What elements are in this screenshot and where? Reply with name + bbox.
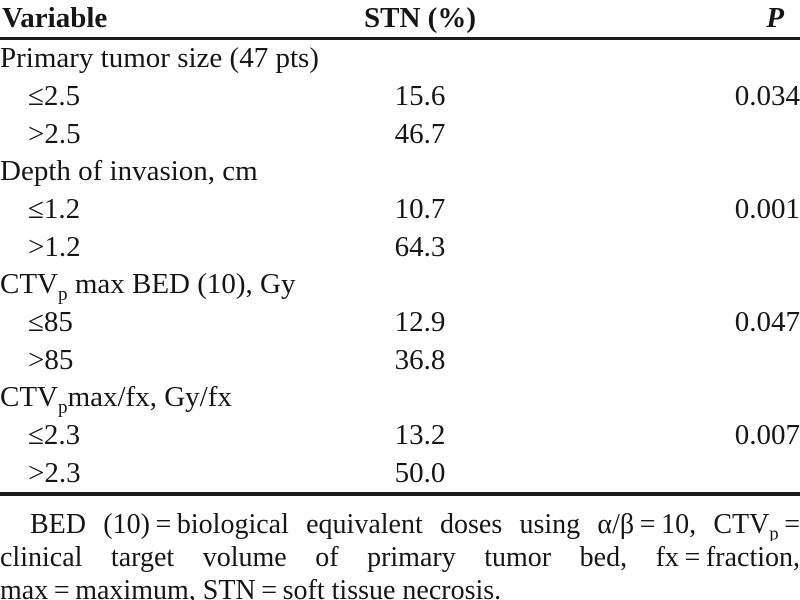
variable-level-label: ≤2.3 (28, 418, 81, 451)
variable-level-label: >1.2 (28, 230, 81, 263)
footnote-line-3: max = maximum, STN = soft tissue necrosi… (0, 575, 502, 600)
variable-group-label: CTVpmax/fx, Gy/fx (0, 381, 232, 417)
column-header-variable: Variable (2, 2, 108, 34)
p-value (500, 454, 800, 492)
table-footnote: BED (10) = biological equivalent doses u… (0, 508, 800, 600)
results-table: Primary tumor size (47 pts) ≤2.5 15.6 0.… (0, 40, 800, 492)
variable-group-label: Primary tumor size (47 pts) (0, 42, 319, 75)
p-value (500, 40, 800, 78)
p-value: 0.007 (734, 418, 800, 451)
variable-level-row: ≤1.2 10.7 0.001 (0, 191, 800, 229)
variable-group-row: Primary tumor size (47 pts) (0, 40, 800, 78)
footnote-line-1: BED (10) = biological equivalent doses u… (0, 508, 800, 541)
column-header-stn: STN (%) (364, 2, 476, 34)
stn-value: 50.0 (394, 456, 446, 489)
column-header-p: P (766, 2, 784, 34)
variable-level-row: >2.3 50.0 (0, 454, 800, 492)
variable-level-label: ≤1.2 (28, 192, 81, 225)
stn-value (340, 153, 500, 191)
p-value (500, 228, 800, 266)
variable-level-row: >2.5 46.7 (0, 115, 800, 153)
variable-level-row: >85 36.8 (0, 341, 800, 379)
variable-level-row: ≤2.3 13.2 0.007 (0, 417, 800, 455)
variable-level-row: >1.2 64.3 (0, 228, 800, 266)
variable-level-row: ≤85 12.9 0.047 (0, 304, 800, 342)
stn-value: 15.6 (394, 79, 446, 112)
stn-value: 13.2 (394, 418, 446, 451)
subscript: p (58, 397, 68, 417)
variable-group-label: Depth of invasion, cm (0, 155, 258, 188)
variable-group-row: Depth of invasion, cm (0, 153, 800, 191)
subscript: p (769, 523, 779, 541)
variable-level-label: ≤2.5 (28, 79, 81, 112)
stn-value: 46.7 (394, 117, 446, 150)
p-value: 0.034 (734, 79, 800, 112)
p-value (500, 341, 800, 379)
stn-value: 36.8 (394, 343, 446, 376)
stn-value: 10.7 (394, 192, 446, 225)
variable-level-label: >2.3 (28, 456, 81, 489)
variable-level-row: ≤2.5 15.6 0.034 (0, 78, 800, 116)
variable-group-label: CTVp max BED (10), Gy (0, 268, 296, 304)
subscript: p (58, 284, 68, 304)
variable-group-row: CTVp max BED (10), Gy (0, 266, 800, 304)
table-header-row: Variable STN (%) P (0, 0, 800, 40)
stn-value (340, 40, 500, 78)
footnote-line-2: clinical target volume of primary tumor … (0, 542, 800, 573)
stn-value: 64.3 (394, 230, 446, 263)
table-bottom-rule (0, 492, 800, 496)
stn-value: 12.9 (394, 305, 446, 338)
p-value (500, 266, 800, 304)
p-value (500, 379, 800, 417)
p-value: 0.001 (734, 192, 800, 225)
p-value: 0.047 (734, 305, 800, 338)
variable-level-label: >2.5 (28, 117, 81, 150)
variable-level-label: ≤85 (28, 305, 73, 338)
p-value (500, 153, 800, 191)
variable-group-row: CTVpmax/fx, Gy/fx (0, 379, 800, 417)
stn-value (340, 379, 500, 417)
p-value (500, 115, 800, 153)
variable-level-label: >85 (28, 343, 74, 376)
stn-value (340, 266, 500, 304)
